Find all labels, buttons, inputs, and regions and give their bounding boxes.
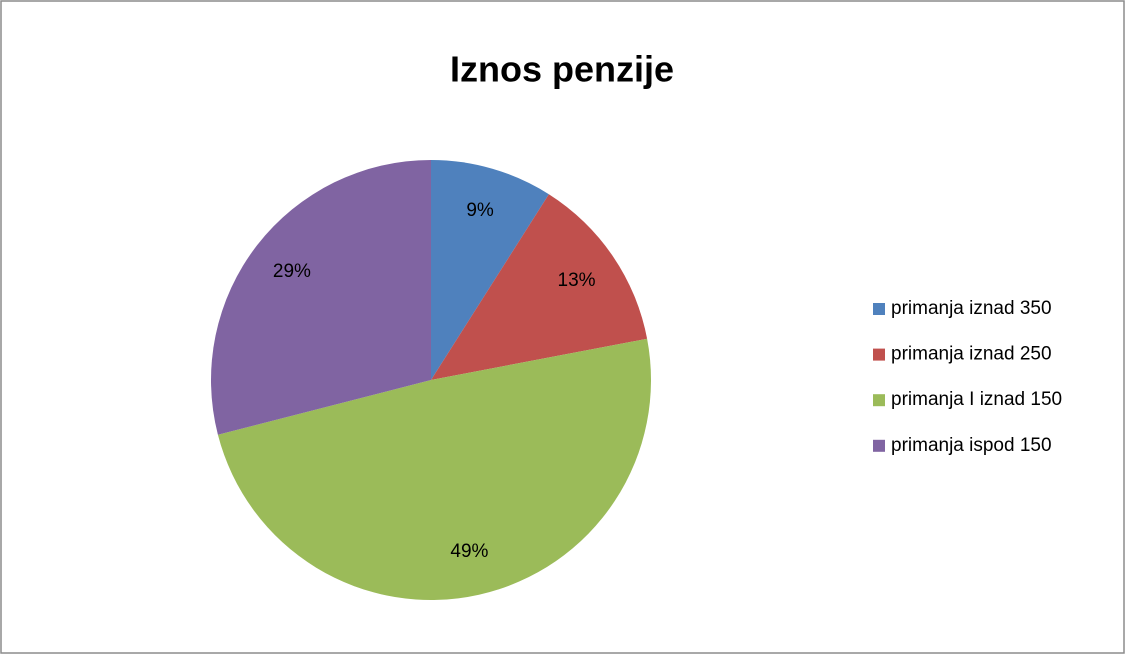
data-label: 13% bbox=[558, 270, 596, 291]
legend-swatch bbox=[873, 348, 885, 361]
pie-slice bbox=[431, 194, 648, 380]
legend-label: primanja iznad 250 bbox=[891, 344, 1052, 365]
legend-label: primanja ispod 150 bbox=[891, 435, 1052, 456]
data-label: 29% bbox=[273, 261, 311, 282]
chart-title: Iznos penzije bbox=[450, 49, 674, 90]
pie-slice bbox=[211, 159, 431, 435]
data-label: 49% bbox=[450, 541, 488, 562]
legend-swatch bbox=[873, 303, 885, 315]
legend-swatch bbox=[873, 439, 885, 452]
legend-label: primanja I iznad 150 bbox=[891, 389, 1062, 410]
legend-label: primanja iznad 350 bbox=[891, 298, 1052, 319]
data-label: 9% bbox=[466, 200, 494, 221]
legend-swatch bbox=[873, 394, 885, 407]
pie-slice bbox=[431, 160, 549, 380]
pie-slice bbox=[217, 338, 652, 601]
